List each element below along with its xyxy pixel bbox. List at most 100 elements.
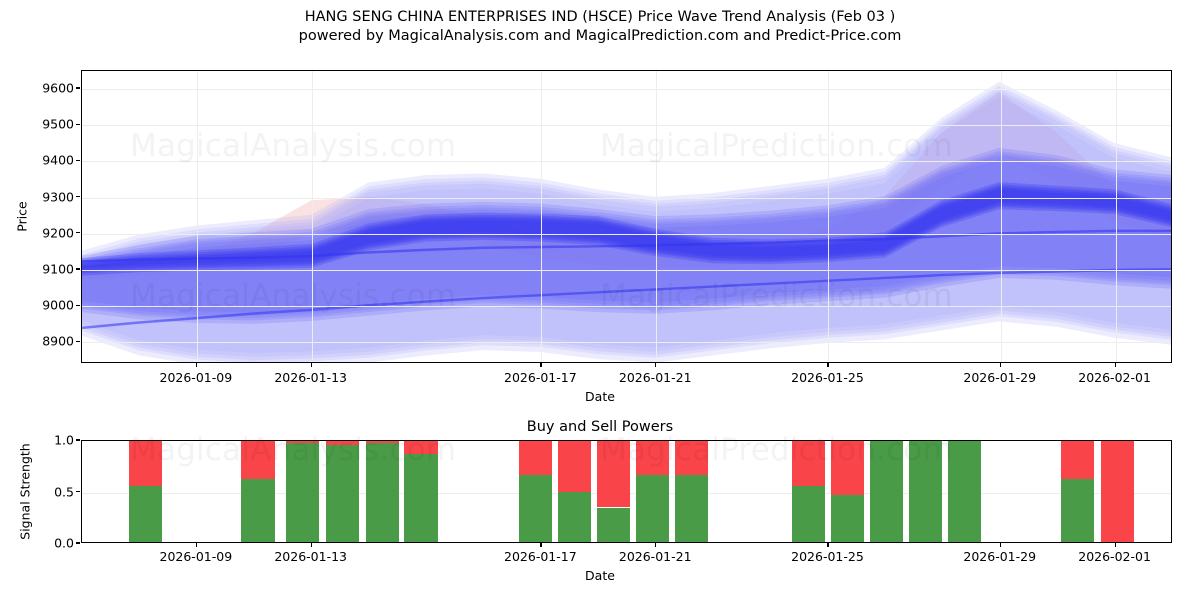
y-tick-mark	[76, 87, 80, 89]
x-tick-label: 2026-01-09	[159, 549, 233, 564]
buy-segment	[519, 474, 552, 542]
signal-bar[interactable]	[558, 441, 591, 542]
buy-segment	[326, 444, 359, 542]
gridline-horizontal	[82, 125, 1171, 127]
price-y-ticks: 8900 9000 9100 9200 9300 9400 9500 9600	[6, 70, 80, 363]
x-tick-mark	[195, 543, 198, 547]
buy-segment	[831, 495, 864, 542]
sell-segment	[286, 441, 319, 443]
date-axis-label-top: Date	[585, 389, 615, 404]
x-tick-mark	[1114, 363, 1116, 367]
signal-bar[interactable]	[366, 441, 399, 542]
title-line-1: HANG SENG CHINA ENTERPRISES IND (HSCE) P…	[304, 9, 896, 25]
y-tick-label: 8900	[42, 333, 74, 349]
wave-band-core-2	[82, 185, 1171, 273]
gridline-vertical	[196, 71, 198, 362]
buy-segment	[129, 485, 162, 542]
signal-bar[interactable]	[636, 441, 669, 542]
gridline-vertical	[1000, 71, 1002, 362]
wave-band-outer-0	[82, 96, 1171, 362]
sell-segment	[792, 441, 825, 486]
signal-bar[interactable]	[326, 441, 359, 542]
x-tick-label: 2026-02-01	[1078, 370, 1151, 385]
signal-bar[interactable]	[241, 441, 275, 542]
gridline-vertical	[656, 71, 658, 362]
signal-y-ticks: 0.0 0.5 1.0	[6, 433, 80, 551]
x-tick-label: 2026-01-09	[159, 370, 233, 385]
buy-segment	[636, 474, 669, 542]
gridline-vertical	[541, 71, 543, 362]
signal-bar[interactable]	[404, 441, 438, 542]
signal-bar[interactable]	[129, 441, 162, 542]
wave-band-outer-4	[82, 81, 1171, 354]
gridline-horizontal	[82, 89, 1171, 91]
signal-bar[interactable]	[286, 441, 319, 542]
signal-bar[interactable]	[909, 441, 942, 542]
x-tick-mark	[310, 363, 312, 367]
buy-sell-title: Buy and Sell Powers	[526, 419, 674, 435]
gridline-horizontal	[82, 269, 1171, 271]
gridline-vertical	[311, 71, 313, 362]
buy-segment	[948, 441, 981, 542]
wave-band-mid-4	[82, 147, 1171, 313]
y-tick-label: 9000	[42, 297, 74, 313]
y-tick-mark	[76, 268, 80, 270]
wave-band-core-3	[82, 184, 1171, 271]
y-tick-label: 9200	[42, 225, 74, 241]
sell-segment	[404, 441, 438, 454]
buy-sell-powers-chart	[81, 440, 1172, 543]
buy-segment	[286, 442, 319, 542]
wave-band-outer-1	[82, 91, 1171, 362]
buy-segment	[558, 492, 591, 542]
signal-bar[interactable]	[1061, 441, 1094, 542]
signal-bar[interactable]	[597, 441, 630, 542]
sell-segment	[1101, 441, 1134, 542]
gridline-vertical	[1115, 71, 1117, 362]
x-tick-mark	[999, 363, 1001, 367]
y-tick-mark	[76, 542, 80, 544]
trend-lower-guide	[82, 268, 1171, 330]
y-tick-label: 9300	[42, 189, 74, 205]
wave-band-core-4	[82, 182, 1171, 269]
sell-segment	[636, 441, 669, 475]
wave-bands	[82, 81, 1171, 362]
sell-segment	[558, 441, 591, 493]
title-line-2: powered by MagicalAnalysis.com and Magic…	[298, 28, 902, 44]
x-tick-label: 2026-01-29	[963, 549, 1037, 564]
wave-band-red	[82, 92, 1171, 280]
sell-segment	[241, 441, 275, 479]
sell-segment	[597, 441, 630, 508]
gridline-horizontal	[82, 161, 1171, 163]
x-tick-mark	[540, 543, 542, 547]
wave-band-outer-2	[82, 88, 1171, 361]
buy-segment	[792, 485, 825, 542]
signal-bar[interactable]	[948, 441, 981, 542]
buy-segment	[909, 441, 942, 542]
y-tick-mark	[76, 439, 80, 441]
wave-band-outer-3	[82, 85, 1171, 357]
wave-band-core-1	[82, 187, 1171, 274]
signal-bar[interactable]	[792, 441, 825, 542]
buy-segment	[1061, 478, 1094, 542]
x-tick-label: 2026-01-21	[618, 549, 692, 564]
signal-bar[interactable]	[675, 441, 708, 542]
wave-band-mid-3	[82, 151, 1171, 316]
signal-bar[interactable]	[870, 441, 903, 542]
y-tick-mark	[76, 232, 80, 234]
wave-band-mid-1	[82, 155, 1171, 321]
sell-segment	[326, 441, 359, 445]
page-title: HANG SENG CHINA ENTERPRISES IND (HSCE) P…	[0, 8, 1200, 46]
signal-bar[interactable]	[831, 441, 864, 542]
y-tick-label: 9600	[42, 80, 74, 96]
sell-segment	[1061, 441, 1094, 479]
buy-segment	[366, 442, 399, 542]
y-tick-label: 0.0	[54, 535, 74, 551]
x-tick-mark	[540, 363, 542, 367]
signal-bar[interactable]	[519, 441, 552, 542]
sell-segment	[675, 441, 708, 475]
x-tick-mark	[827, 363, 829, 367]
signal-bar[interactable]	[1101, 441, 1134, 542]
gridline-horizontal	[82, 233, 1171, 235]
gridline-horizontal	[82, 342, 1171, 344]
x-tick-label: 2026-01-25	[791, 370, 864, 385]
